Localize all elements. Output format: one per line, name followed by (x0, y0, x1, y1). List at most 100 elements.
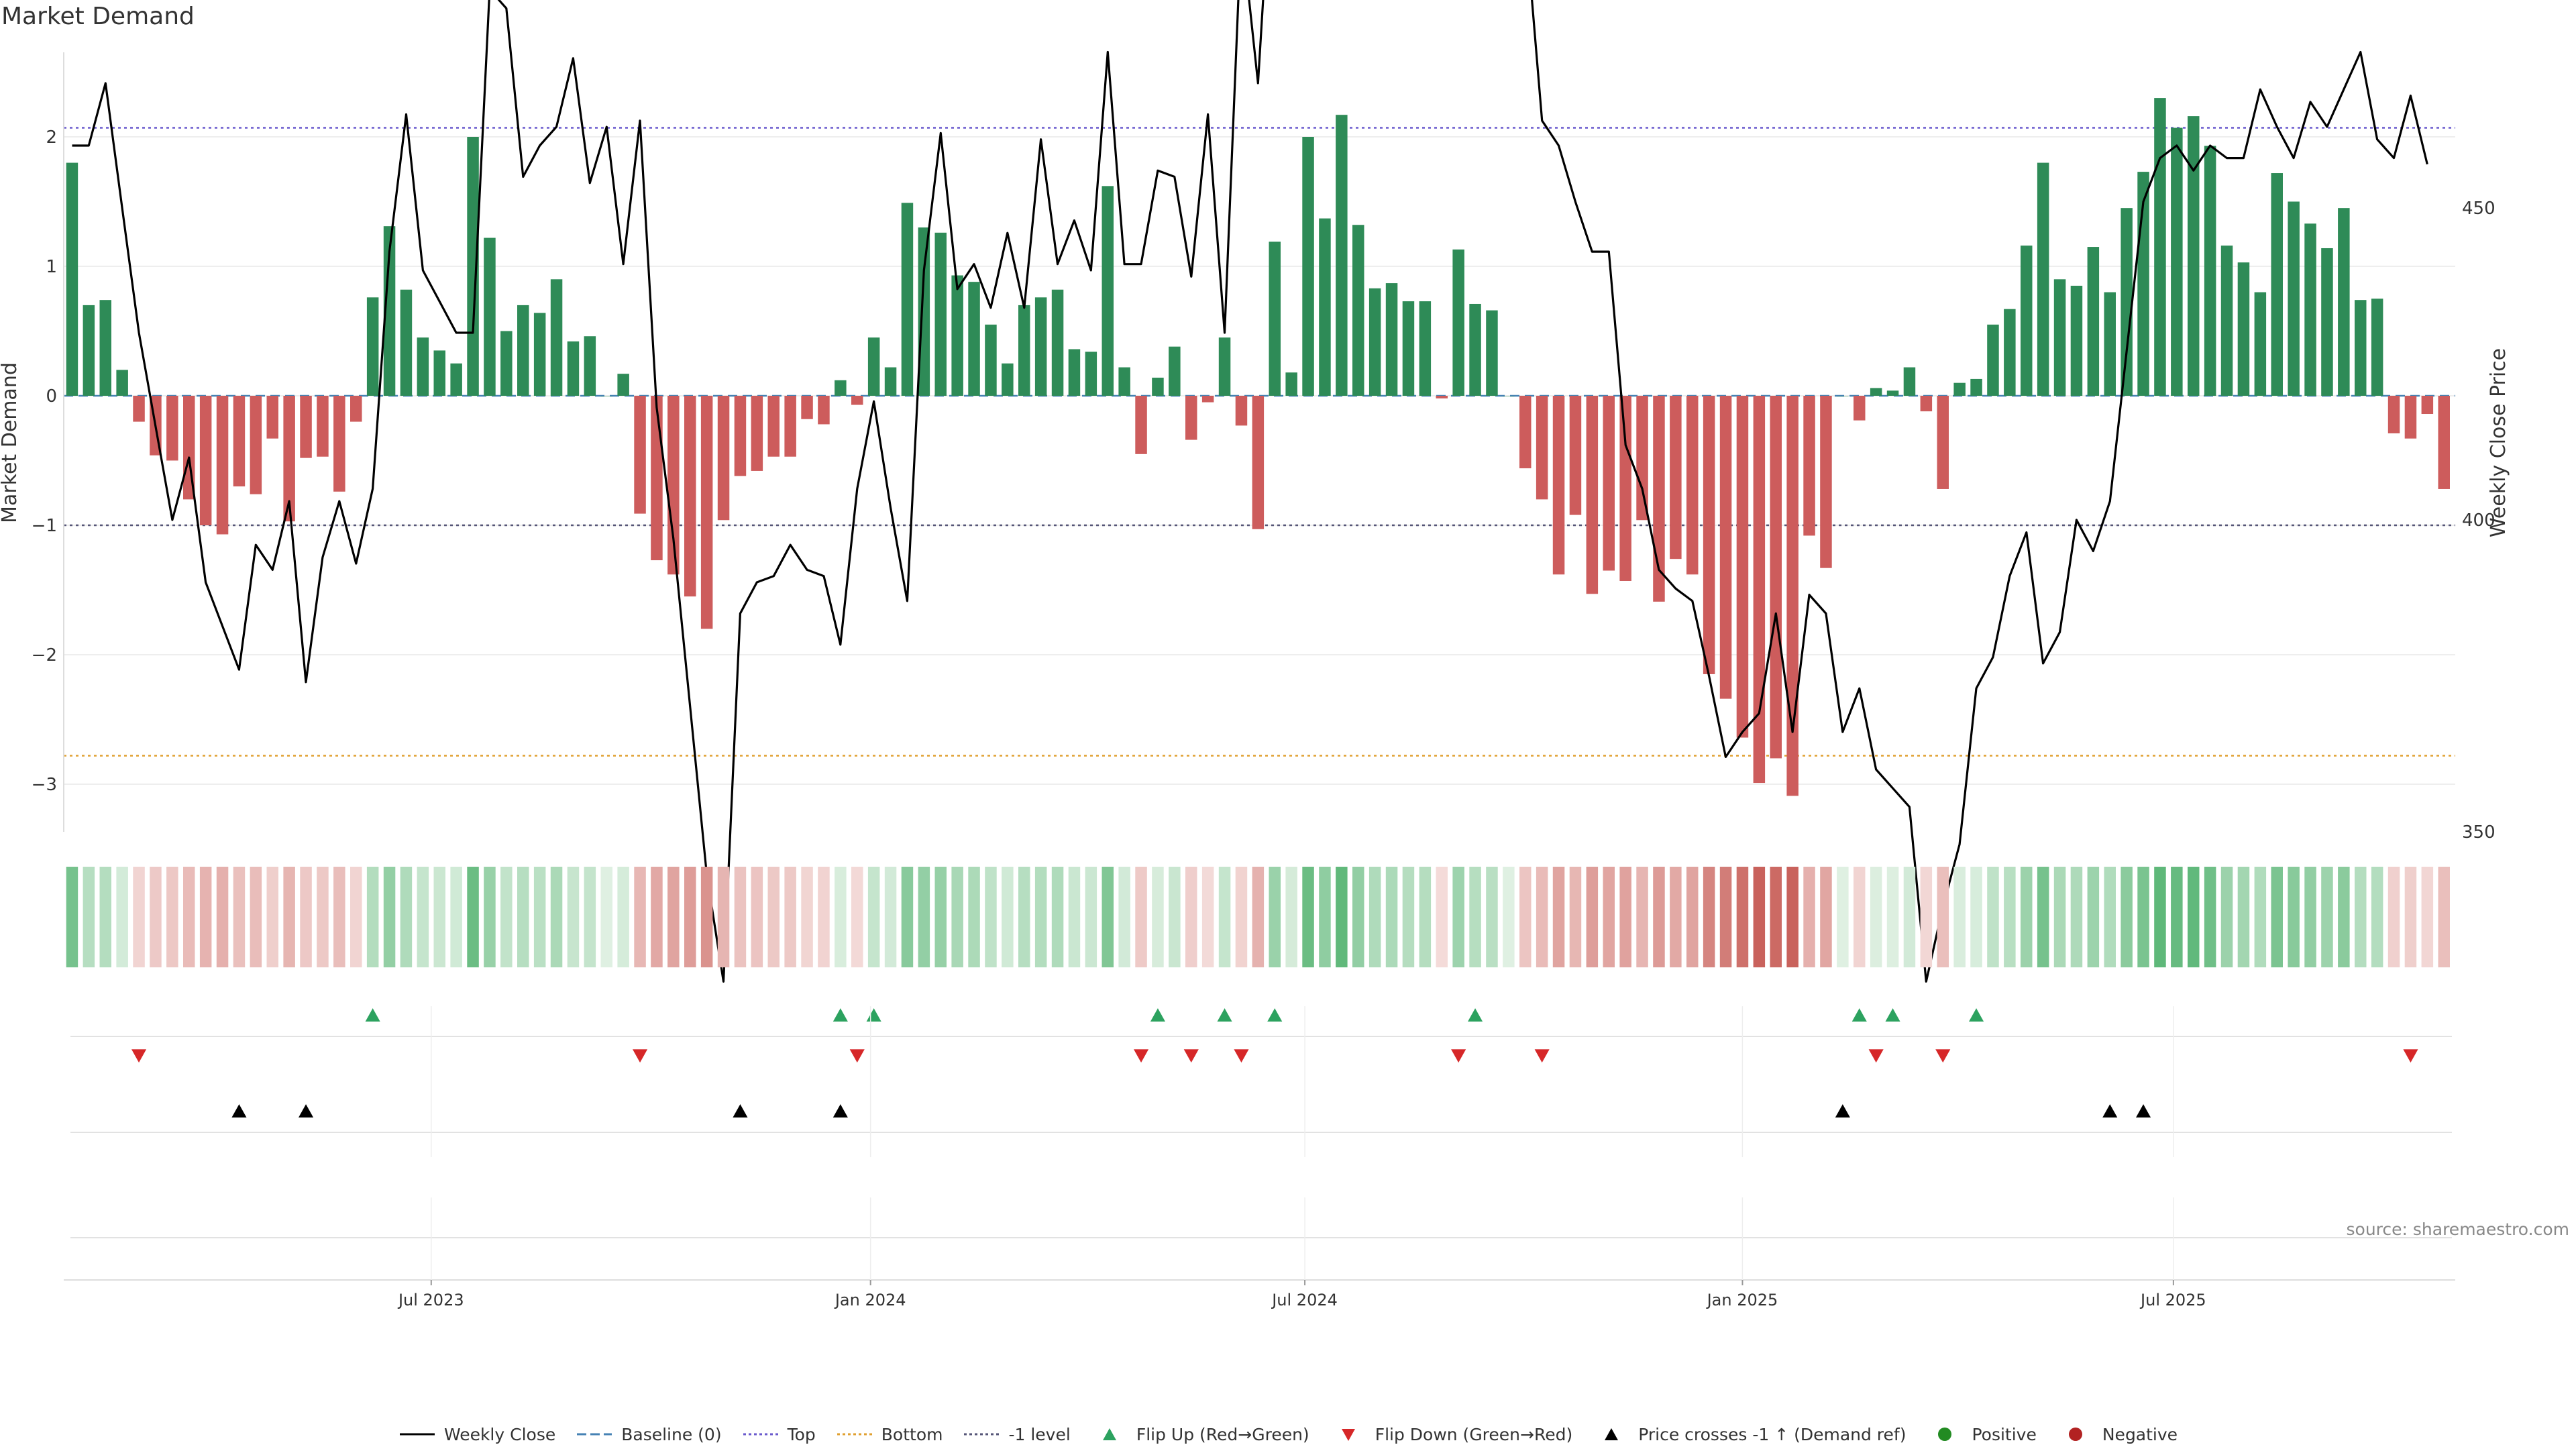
heat-cell (1736, 867, 1749, 967)
demand-bar-negative (1920, 396, 1933, 412)
heat-cell (2288, 867, 2300, 967)
heat-cell (684, 867, 696, 967)
y2-tick-label: 450 (2462, 199, 2496, 219)
legend-item-top: Top (742, 1425, 816, 1444)
line-solid-icon (399, 1433, 435, 1436)
heat-cell (517, 867, 529, 967)
heat-cell (450, 867, 462, 967)
heat-cell (2037, 867, 2049, 967)
demand-bar-negative (1552, 396, 1565, 575)
heat-cell (166, 867, 178, 967)
heat-cell (985, 867, 997, 967)
demand-bar-positive (83, 305, 95, 396)
demand-bar-positive (617, 374, 629, 396)
demand-bar-negative (818, 396, 830, 425)
demand-bar-positive (2171, 127, 2183, 396)
heat-cell (1854, 867, 1866, 967)
heat-cell (2338, 867, 2350, 967)
heat-cell (1218, 867, 1231, 967)
heat-cell (199, 867, 212, 967)
x-tick-label: Jan 2025 (1706, 1291, 1778, 1309)
flip-down-marker (1534, 1049, 1550, 1063)
legend-item-price_cross: Price crosses -1 ↑ (Demand ref) (1593, 1425, 1906, 1444)
demand-bar-negative (684, 396, 696, 597)
demand-bar-negative (1770, 396, 1782, 759)
demand-bar-positive (934, 232, 947, 396)
heat-cell (1285, 867, 1297, 967)
demand-bar-positive (99, 300, 111, 396)
heat-cell (1085, 867, 1097, 967)
demand-bar-positive (1486, 310, 1498, 396)
demand-bar-negative (1135, 396, 1147, 454)
demand-bar-positive (985, 324, 997, 396)
heat-cell (350, 867, 362, 967)
triangle-up-icon (1605, 1428, 1619, 1440)
demand-bar-positive (2188, 116, 2200, 396)
demand-bar-negative (233, 396, 246, 487)
demand-bar-positive (2204, 146, 2216, 396)
demand-bar-negative (1636, 396, 1648, 521)
heat-cell (1719, 867, 1732, 967)
heat-cell (2321, 867, 2333, 967)
y-tick-label: 1 (46, 257, 57, 277)
legend-item-flip_up: Flip Up (Red→Green) (1091, 1425, 1309, 1444)
demand-bar-negative (851, 396, 863, 405)
demand-bar-positive (1870, 388, 1882, 396)
heat-cell (918, 867, 930, 967)
demand-bar-positive (1118, 367, 1130, 396)
heat-cell (2104, 867, 2116, 967)
demand-bar-positive (1102, 186, 1114, 396)
heat-cell (2271, 867, 2283, 967)
heat-cell (2021, 867, 2033, 967)
triangle-down-icon (1341, 1429, 1355, 1441)
heat-cell (317, 867, 329, 967)
demand-bar-positive (2037, 162, 2049, 396)
heat-cell (116, 867, 128, 967)
demand-bar-negative (1185, 396, 1197, 440)
chart-canvas: −3−2−1012350400450500Market DemandWeekly… (0, 0, 2510, 1309)
demand-bar-positive (2304, 223, 2316, 396)
heat-cell (484, 867, 496, 967)
line-dashed-icon (577, 1433, 612, 1436)
x-axis: Jul 2023 Jan 2024 Jul 2024 Jan 2025 Jul 2025 (64, 1006, 2455, 1309)
heat-cell (2204, 867, 2216, 967)
demand-bar-negative (1619, 396, 1631, 581)
heat-cell (1636, 867, 1648, 967)
demand-bar-negative (333, 396, 345, 492)
demand-bar-positive (500, 331, 513, 396)
heat-cell (901, 867, 914, 967)
demand-bar-positive (450, 363, 462, 396)
demand-bar-positive (116, 370, 128, 396)
heat-cell (233, 867, 246, 967)
demand-bar-negative (317, 396, 329, 457)
demand-bar-positive (1169, 346, 1181, 396)
demand-bar-positive (2053, 279, 2066, 396)
heat-cell (433, 867, 445, 967)
legend-item-weekly_close: Weekly Close (398, 1425, 555, 1444)
demand-bar-negative (1536, 396, 1548, 500)
demand-bar-negative (350, 396, 362, 422)
demand-bar-positive (1886, 390, 1899, 396)
demand-bar-negative (283, 396, 295, 522)
line-dotted-icon (964, 1433, 1000, 1436)
heat-cell (1987, 867, 1999, 967)
legend: Weekly Close Baseline (0) Top Bottom -1 leve… (0, 1421, 2576, 1448)
demand-bar-negative (1686, 396, 1699, 575)
flip-up-marker (1267, 1008, 1283, 1022)
heat-cell (801, 867, 813, 967)
heat-cell (99, 867, 111, 967)
heat-cell (1235, 867, 1248, 967)
demand-bar-positive (2355, 300, 2367, 396)
heat-cell (1619, 867, 1631, 967)
demand-bar-positive (1970, 378, 1982, 396)
demand-bar-negative (2404, 396, 2417, 439)
demand-bar-negative (1586, 396, 1599, 594)
demand-bar-negative (1235, 396, 1248, 426)
demand-bar-negative (734, 396, 747, 476)
heat-cell (717, 867, 730, 967)
demand-bar-positive (901, 203, 914, 396)
demand-bar-positive (2237, 262, 2250, 396)
legend-label: Weekly Close (443, 1424, 556, 1444)
flip-down-marker (1134, 1049, 1149, 1063)
weekly-close-line (72, 0, 2428, 983)
